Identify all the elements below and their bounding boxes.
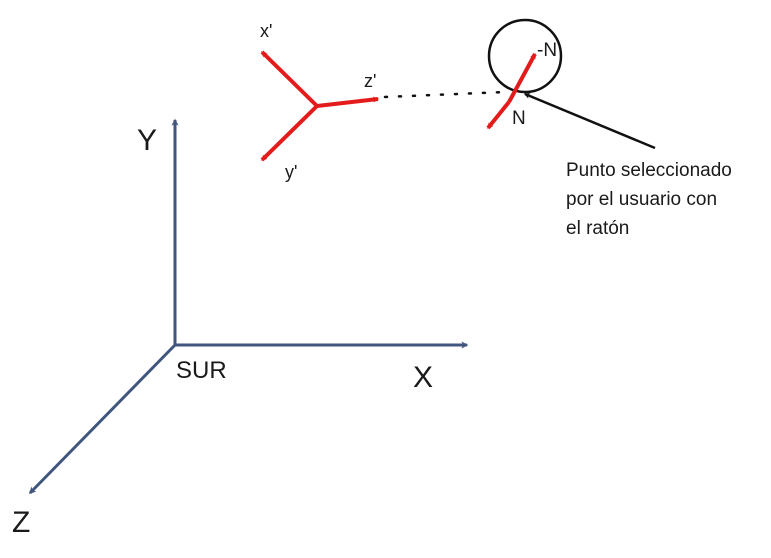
selection-sphere (487, 18, 563, 94)
world-z-label: Z (12, 506, 30, 539)
normal-label: N (512, 108, 526, 129)
world-y-label: Y (137, 124, 157, 157)
local-z-axis (316, 96, 380, 108)
normal-arrow (486, 100, 511, 130)
note-line-2: por el usuario con (566, 189, 717, 210)
local-y-axis (260, 104, 319, 162)
negative-normal-label: -N (537, 40, 557, 61)
world-axes (28, 118, 469, 495)
note-line-1: Punto seleccionado (566, 160, 732, 181)
world-x-label: X (413, 361, 433, 394)
pointer-arrow (523, 92, 656, 150)
local-x-label: x' (260, 21, 272, 41)
note-line-3: el ratón (566, 218, 629, 239)
local-z-label: z' (364, 71, 376, 91)
normal-arrows (486, 52, 537, 130)
local-y-label: y' (285, 162, 297, 182)
dotted-connector (383, 90, 507, 99)
world-origin-label: SUR (176, 357, 227, 384)
world-z-axis (28, 343, 177, 495)
selection-note: Punto seleccionado por el usuario con el… (566, 160, 737, 239)
negative-normal-arrow (507, 52, 537, 103)
local-x-axis (260, 50, 319, 108)
local-axes (260, 50, 380, 162)
